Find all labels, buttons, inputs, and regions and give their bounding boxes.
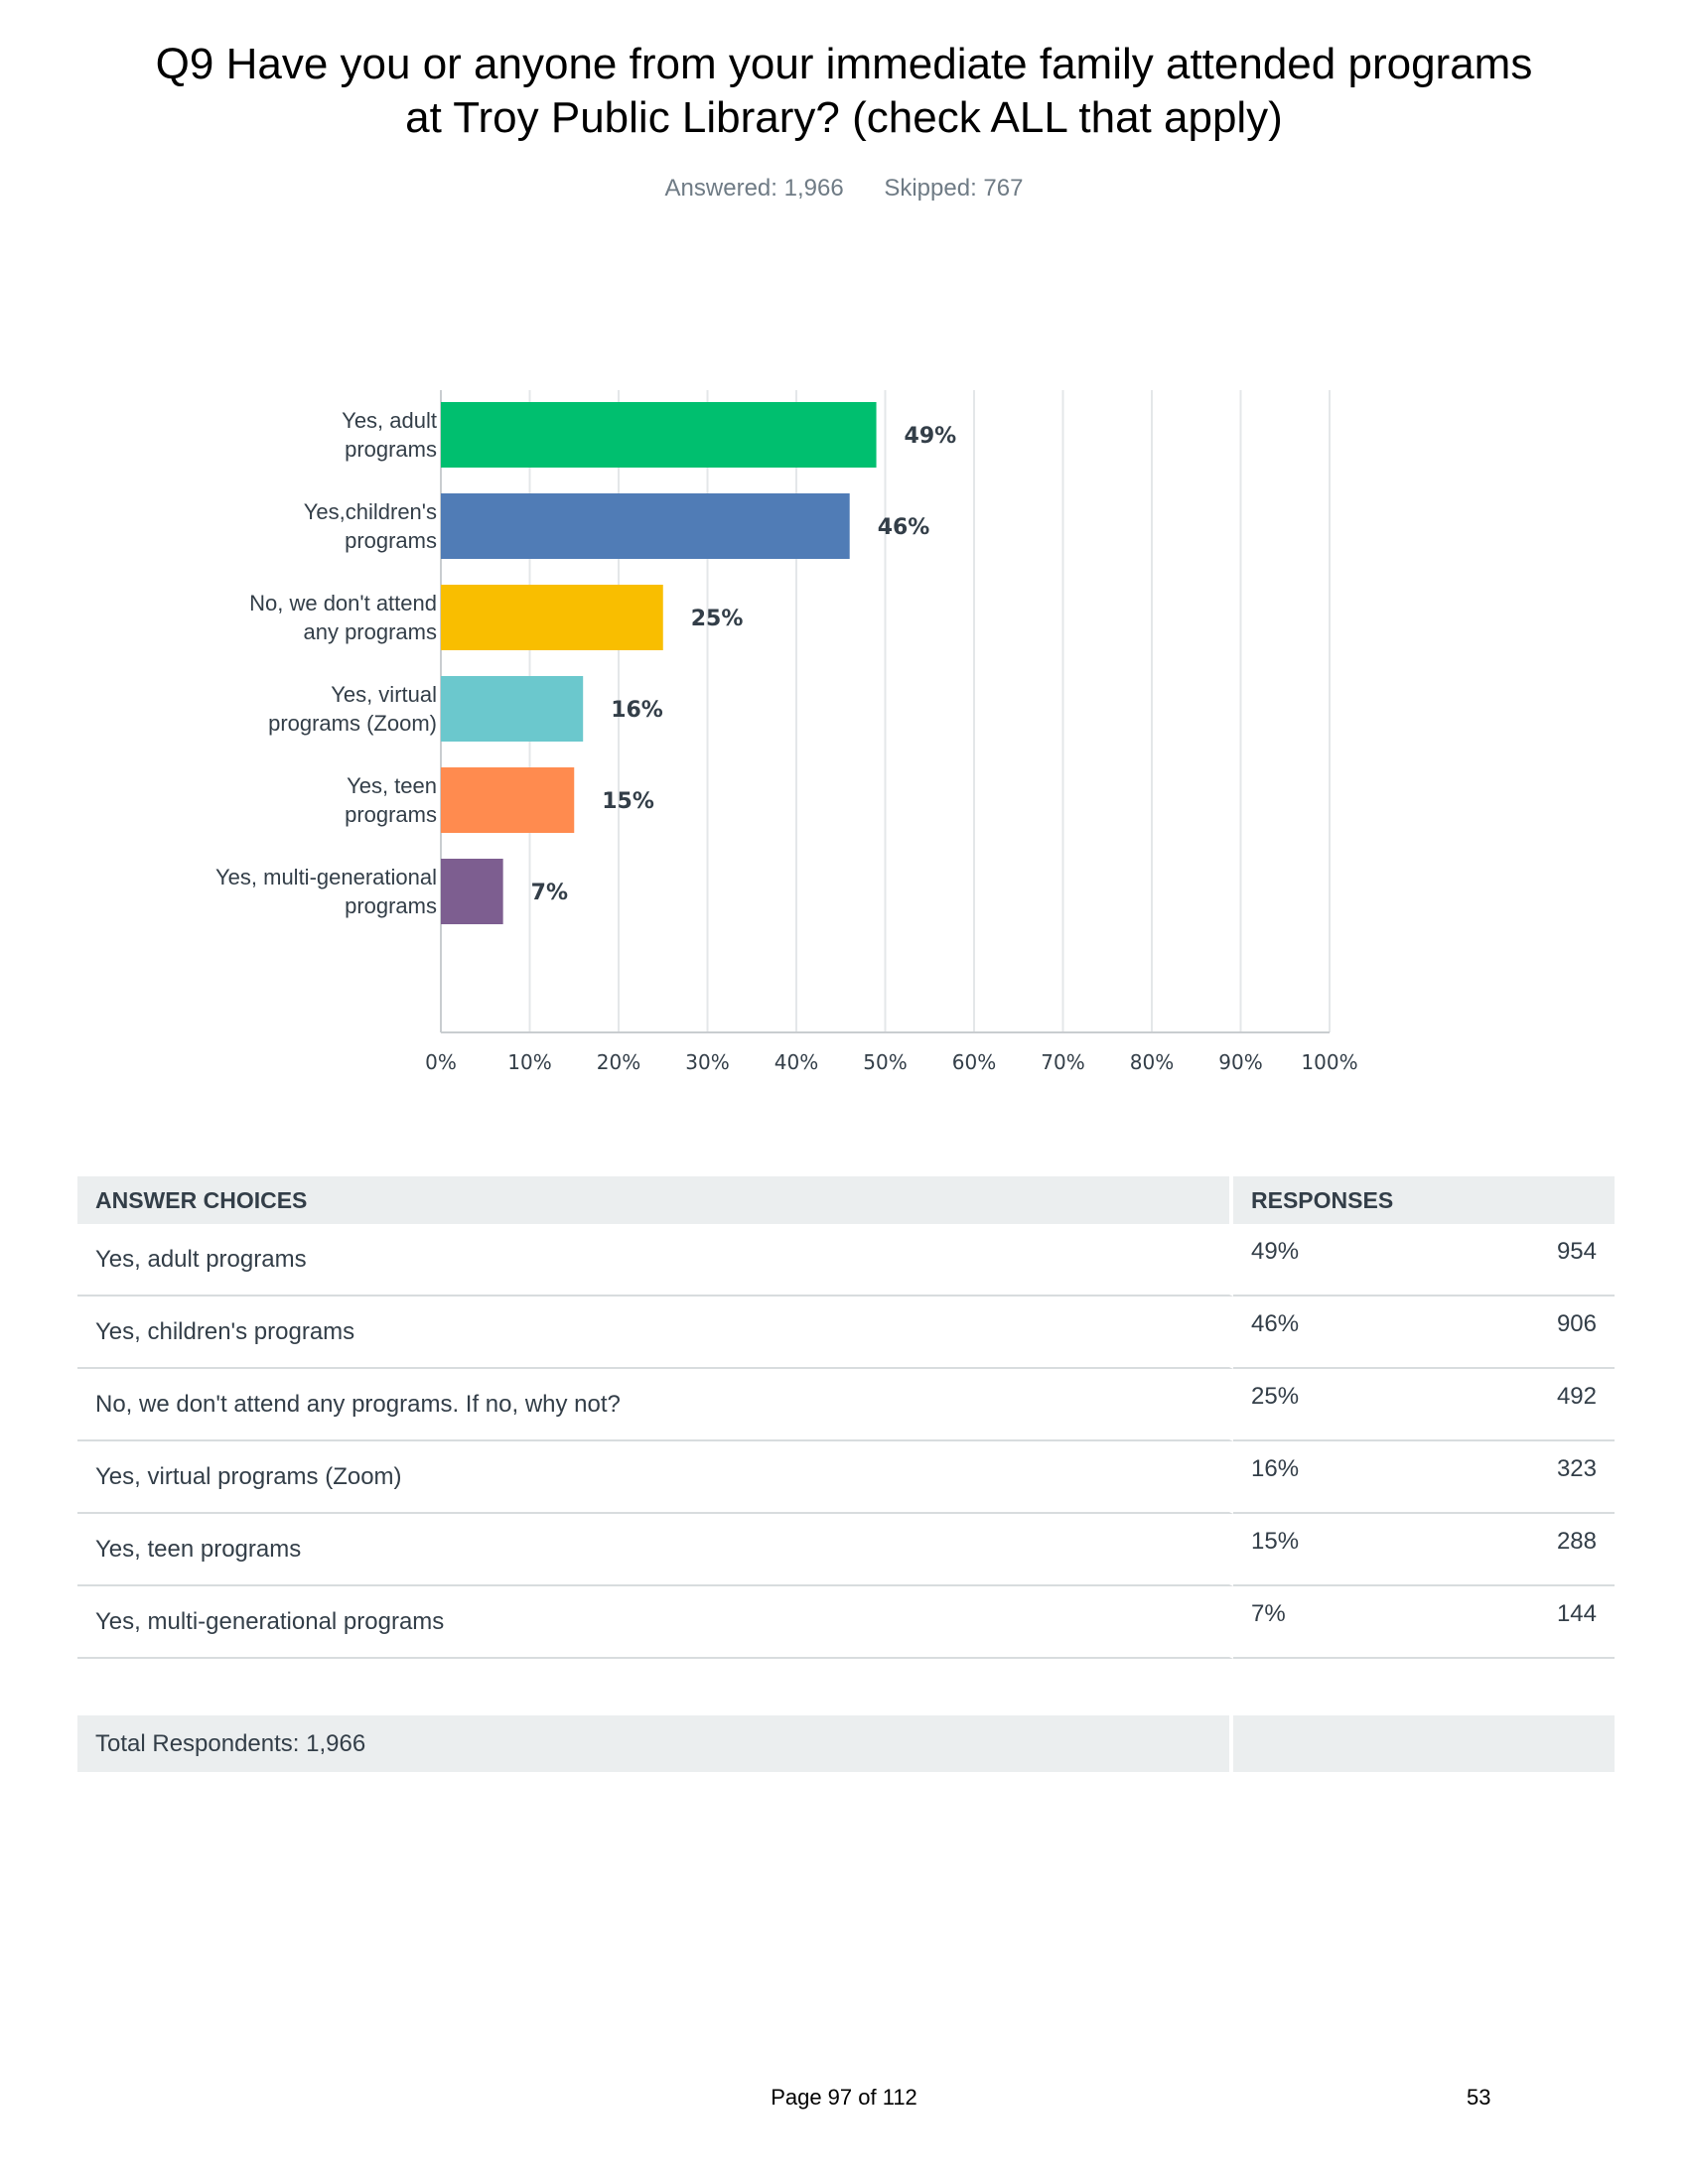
bar-value-label: 49% bbox=[905, 424, 957, 449]
x-tick-label: 60% bbox=[952, 1050, 996, 1074]
bar bbox=[441, 493, 850, 559]
category-label-line: Yes, virtual bbox=[331, 682, 437, 707]
response-percent: 16% bbox=[1233, 1441, 1468, 1514]
bar-value-label: 46% bbox=[878, 515, 930, 540]
responses-header: RESPONSES bbox=[1233, 1176, 1615, 1224]
category-label-line: programs bbox=[345, 802, 437, 827]
table-row: Yes, teen programs 15% 288 bbox=[77, 1514, 1615, 1586]
bar-value-label: 7% bbox=[531, 881, 568, 905]
question-title: Q9 Have you or anyone from your immediat… bbox=[99, 38, 1589, 145]
answer-choice: Yes, adult programs bbox=[77, 1224, 1233, 1297]
category-label-line: Yes, adult bbox=[342, 408, 437, 433]
response-count: 906 bbox=[1468, 1297, 1615, 1369]
table-row: Yes, multi-generational programs 7% 144 bbox=[77, 1586, 1615, 1659]
table-header-row: ANSWER CHOICES RESPONSES bbox=[77, 1176, 1615, 1224]
bar bbox=[441, 585, 663, 650]
category-label: Yes, virtual programs (Zoom) bbox=[268, 682, 437, 736]
answer-choice: Yes, virtual programs (Zoom) bbox=[77, 1441, 1233, 1514]
response-count: 954 bbox=[1468, 1224, 1615, 1297]
response-percent: 7% bbox=[1233, 1586, 1468, 1659]
response-percent: 15% bbox=[1233, 1514, 1468, 1586]
question-title-line-2: at Troy Public Library? (check ALL that … bbox=[405, 93, 1283, 142]
x-tick-label: 50% bbox=[863, 1050, 907, 1074]
skipped-count: Skipped: 767 bbox=[884, 175, 1024, 202]
x-tick-label: 80% bbox=[1130, 1050, 1174, 1074]
response-count: 323 bbox=[1468, 1441, 1615, 1514]
bar-chart: 0% 10% 20% 30% 40% 50% 60% 70% 80% 90% 100% 49% Yes,… bbox=[215, 390, 1358, 1074]
answer-choice: Yes, teen programs bbox=[77, 1514, 1233, 1586]
category-label: Yes, multi-generational programs bbox=[215, 865, 437, 918]
category-label-line: any programs bbox=[303, 619, 437, 644]
page-indicator: Page 97 of 112 bbox=[771, 2085, 917, 2110]
x-tick-label: 40% bbox=[774, 1050, 818, 1074]
answered-count: Answered: 1,966 bbox=[664, 175, 844, 202]
table-row: Yes, virtual programs (Zoom) 16% 323 bbox=[77, 1441, 1615, 1514]
page-number: 53 bbox=[1467, 2085, 1491, 2110]
bar bbox=[441, 859, 503, 924]
category-label: Yes, adult programs bbox=[342, 408, 437, 462]
response-percent: 46% bbox=[1233, 1297, 1468, 1369]
category-label-line: No, we don't attend bbox=[249, 591, 437, 615]
category-label: Yes, teen programs bbox=[345, 773, 437, 827]
responses-table: ANSWER CHOICES RESPONSES Yes, adult prog… bbox=[77, 1176, 1615, 1772]
answer-choice: Yes, multi-generational programs bbox=[77, 1586, 1233, 1659]
response-count: 492 bbox=[1468, 1369, 1615, 1441]
table-row: Yes, adult programs 49% 954 bbox=[77, 1224, 1615, 1297]
response-stats: Answered: 1,966 Skipped: 767 bbox=[0, 175, 1688, 203]
answer-choices-header: ANSWER CHOICES bbox=[77, 1176, 1233, 1224]
category-label-line: programs bbox=[345, 528, 437, 553]
total-row: Total Respondents: 1,966 bbox=[77, 1715, 1615, 1772]
bar-value-label: 16% bbox=[611, 698, 663, 723]
x-tick-label: 100% bbox=[1301, 1050, 1357, 1074]
x-tick-label: 0% bbox=[425, 1050, 457, 1074]
bar bbox=[441, 676, 584, 742]
answer-choice: No, we don't attend any programs. If no,… bbox=[77, 1369, 1233, 1441]
answer-choice: Yes, children's programs bbox=[77, 1297, 1233, 1369]
category-label-line: programs (Zoom) bbox=[268, 711, 437, 736]
bar bbox=[441, 767, 575, 833]
bar-value-label: 25% bbox=[691, 607, 744, 631]
response-percent: 25% bbox=[1233, 1369, 1468, 1441]
table-spacer bbox=[77, 1659, 1615, 1715]
category-label: No, we don't attend any programs bbox=[249, 591, 437, 644]
x-tick-label: 10% bbox=[507, 1050, 551, 1074]
bar-value-label: 15% bbox=[602, 789, 654, 814]
total-empty-cell bbox=[1233, 1715, 1615, 1772]
question-title-line-1: Q9 Have you or anyone from your immediat… bbox=[155, 40, 1533, 88]
table-row: Yes, children's programs 46% 906 bbox=[77, 1297, 1615, 1369]
category-label-line: programs bbox=[345, 437, 437, 462]
category-label-line: programs bbox=[345, 893, 437, 918]
x-tick-label: 30% bbox=[685, 1050, 729, 1074]
response-percent: 49% bbox=[1233, 1224, 1468, 1297]
table-row: No, we don't attend any programs. If no,… bbox=[77, 1369, 1615, 1441]
x-tick-label: 20% bbox=[597, 1050, 640, 1074]
category-label: Yes,children's programs bbox=[304, 499, 437, 553]
response-count: 144 bbox=[1468, 1586, 1615, 1659]
table-body: Yes, adult programs 49% 954 Yes, children's… bbox=[77, 1224, 1615, 1772]
category-label-line: Yes, teen bbox=[347, 773, 437, 798]
bar bbox=[441, 402, 877, 468]
category-label-line: Yes, multi-generational bbox=[215, 865, 437, 889]
category-label-line: Yes,children's bbox=[304, 499, 437, 524]
response-count: 288 bbox=[1468, 1514, 1615, 1586]
x-tick-label: 70% bbox=[1041, 1050, 1084, 1074]
x-tick-label: 90% bbox=[1218, 1050, 1262, 1074]
total-respondents: Total Respondents: 1,966 bbox=[77, 1715, 1233, 1772]
